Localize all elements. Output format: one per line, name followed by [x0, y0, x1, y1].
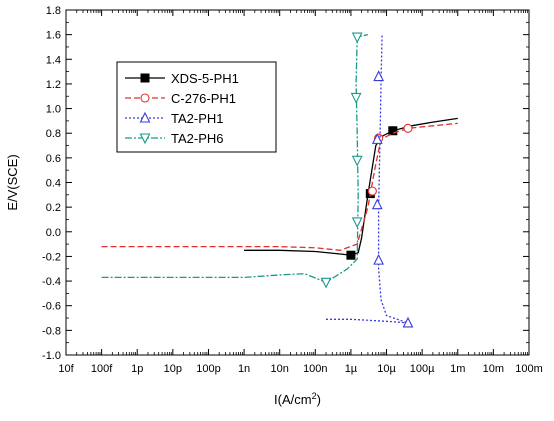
x-tick-label: 100µ: [410, 363, 435, 375]
series-marker: [388, 126, 398, 136]
x-tick-label: 10p: [164, 363, 182, 375]
y-tick-label: -0.4: [42, 276, 61, 288]
series-line: [101, 33, 369, 284]
y-tick-label: 0.4: [46, 178, 61, 190]
y-tick-label: -0.6: [42, 301, 61, 313]
y-tick-label: 1.6: [46, 30, 61, 42]
y-tick-label: 1.4: [46, 54, 61, 66]
series-marker: [373, 253, 385, 265]
y-tick-label: -1.0: [42, 350, 61, 362]
y-tick-label: -0.8: [42, 325, 61, 337]
legend-swatch-marker: [140, 73, 150, 83]
y-tick-label: 1.8: [46, 5, 61, 17]
x-tick-label: 1µ: [345, 363, 358, 375]
y-tick-label: 0.2: [46, 202, 61, 214]
plot-layer: [101, 32, 458, 328]
x-tick-label: 1m: [450, 363, 465, 375]
x-tick-label: 10n: [271, 363, 289, 375]
y-tick-label: 0.8: [46, 128, 61, 140]
series-marker: [371, 133, 383, 144]
legend-label: C-276-PH1: [171, 91, 236, 106]
series-marker: [351, 32, 363, 44]
series-marker: [320, 277, 332, 289]
series-marker: [346, 250, 356, 260]
series-marker: [351, 217, 363, 229]
x-axis-title-sup: 2: [312, 391, 317, 401]
series-marker: [403, 123, 413, 133]
x-tick-label: 10m: [483, 363, 504, 375]
x-tick-label: 1p: [131, 363, 143, 375]
legend-label: TA2-PH1: [171, 111, 224, 126]
x-axis-title-end: ): [317, 392, 321, 407]
legend-label: XDS-5-PH1: [171, 71, 239, 86]
y-tick-label: 0.6: [46, 153, 61, 165]
x-tick-label: 10f: [58, 363, 74, 375]
x-axis-title: I(A/cm2): [274, 391, 321, 407]
series-marker: [371, 198, 383, 210]
series-line: [326, 34, 409, 324]
y-tick-label: -0.2: [42, 251, 61, 263]
y-tick-label: 1.2: [46, 79, 61, 91]
y-tick-label: 1.0: [46, 104, 61, 116]
ticks-layer: 10f 100f 1p 10p 100p 1n 10n 100n 1µ 10µ 100µ 1m 10m 1…: [42, 5, 543, 375]
x-tick-label: 1n: [238, 363, 250, 375]
series-ta2-ph1: [326, 34, 414, 328]
series-marker: [373, 70, 385, 82]
legend-swatch-marker: [139, 111, 151, 123]
series-marker: [402, 316, 414, 328]
series-marker: [351, 155, 363, 167]
y-tick-label: 0.0: [46, 227, 61, 239]
x-tick-label: 100m: [515, 363, 543, 375]
legend-swatch-marker: [140, 93, 150, 103]
legend: XDS-5-PH1 C-276-PH1 TA2-PH1 TA2-PH6: [116, 61, 277, 153]
x-axis-title-main: I(A/cm: [274, 392, 312, 407]
x-tick-label: 100n: [303, 363, 327, 375]
y-axis-title: E/V(SCE): [5, 154, 20, 210]
series-marker: [350, 92, 362, 104]
series-ta2-ph6: [101, 32, 369, 289]
x-tick-label: 100p: [196, 363, 220, 375]
legend-swatch-marker: [139, 133, 151, 145]
series-marker: [367, 186, 377, 196]
x-tick-label: 10µ: [377, 363, 396, 375]
x-tick-label: 100f: [91, 363, 113, 375]
legend-label: TA2-PH6: [171, 131, 224, 146]
